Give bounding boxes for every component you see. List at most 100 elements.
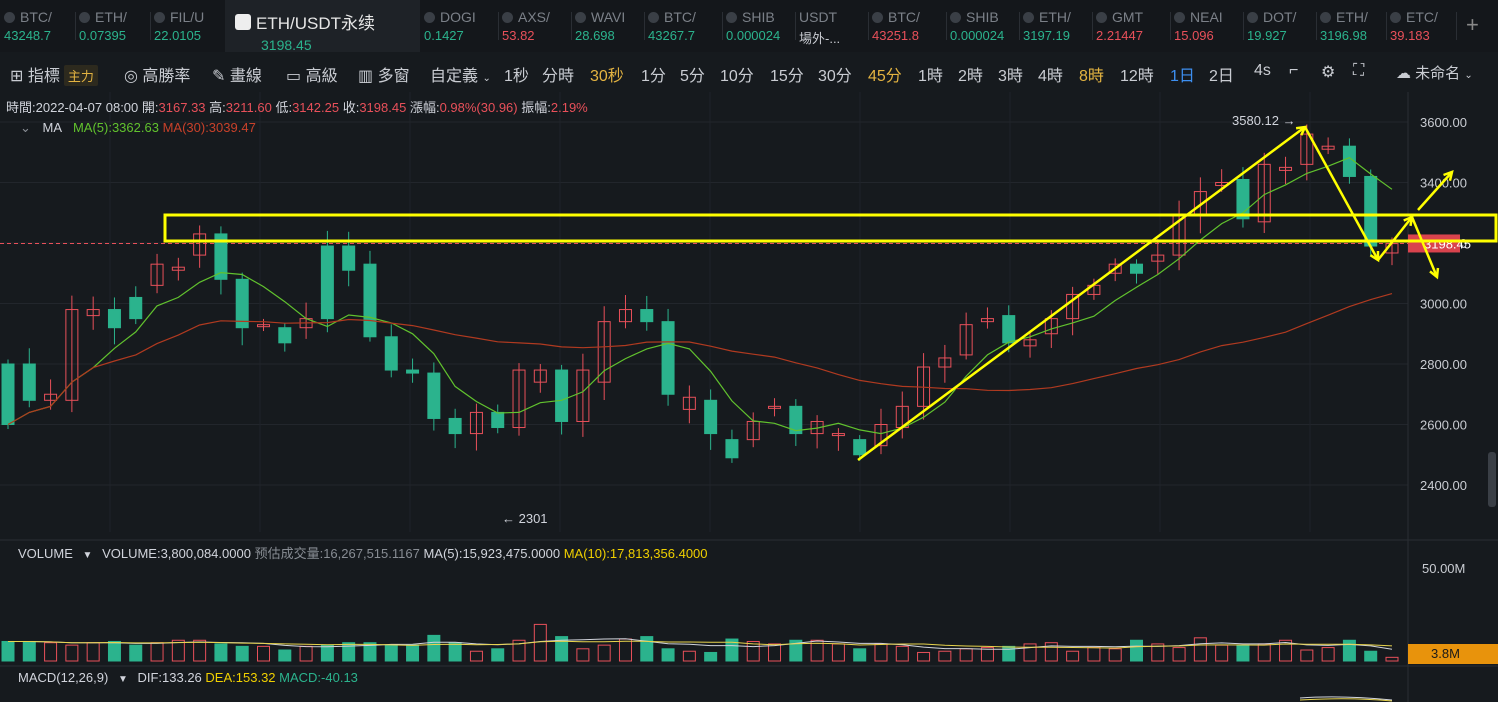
- candle-body: [1108, 263, 1122, 274]
- win-rate-label: 高勝率: [142, 68, 191, 85]
- chevron-down-icon[interactable]: ▼: [117, 674, 128, 685]
- volume-bar: [768, 643, 782, 662]
- tab-price: 15.096: [1174, 28, 1214, 43]
- symbol-tab[interactable]: ETH/USDT永续 3198.45: [225, 0, 420, 53]
- win-rate-button[interactable]: ◎ 高勝率: [124, 68, 191, 85]
- interval-30分[interactable]: 30分: [818, 68, 852, 85]
- candle-body: [597, 321, 611, 383]
- volume-bar: [469, 650, 483, 662]
- tab-symbol: FIL/U: [170, 9, 205, 25]
- tab-price: 0.000024: [950, 28, 1005, 43]
- volume-bar: [555, 636, 569, 662]
- tab-divider: [1386, 12, 1387, 40]
- advanced-label: 高級: [305, 68, 338, 85]
- interval-4時[interactable]: 4時: [1038, 68, 1063, 85]
- interval-30秒[interactable]: 30秒: [590, 68, 624, 85]
- main-badge[interactable]: 主力: [63, 65, 98, 86]
- volume-bar: [1044, 642, 1058, 662]
- trend-arrow: [1303, 126, 1380, 261]
- min-price-label: ← 2301: [502, 511, 548, 526]
- price-chart[interactable]: 3600.003400.003200.003000.002800.002600.…: [0, 92, 1498, 702]
- symbol-tab[interactable]: BTC/43248.7: [4, 0, 75, 52]
- symbol-tab[interactable]: USDT 場外-...: [799, 0, 868, 52]
- candle-body: [555, 369, 569, 422]
- candle-body: [257, 324, 271, 328]
- tab-symbol: DOT/: [1263, 9, 1297, 25]
- candle-body: [384, 336, 398, 371]
- symbol-tab[interactable]: FIL/U 22.0105: [154, 0, 225, 52]
- volume-bar: [65, 644, 79, 662]
- ma-legend[interactable]: ⌄ MA MA(5):3362.63 MA(30):3039.47: [20, 120, 256, 136]
- interval-5分[interactable]: 5分: [680, 68, 705, 85]
- custom-dropdown[interactable]: 自定義 ⌄: [430, 62, 491, 86]
- interval-分時[interactable]: 分時: [542, 68, 575, 85]
- interval-1日[interactable]: 1日: [1170, 68, 1195, 85]
- advanced-button[interactable]: ▭ 高級: [286, 68, 338, 85]
- volume-bar: [640, 636, 654, 662]
- add-tab-button[interactable]: +: [1466, 12, 1479, 37]
- candle-body: [980, 318, 994, 323]
- tab-divider: [571, 12, 572, 40]
- volume-legend[interactable]: VOLUME ▼ VOLUME:3,800,084.0000 预估成交量:16,…: [18, 543, 708, 562]
- symbol-tab-bar: BTC/43248.7 ETH/0.07395 FIL/U 22.0105 ETH/US…: [0, 0, 1498, 53]
- tab-symbol: DOGI: [440, 9, 476, 25]
- interval-1秒[interactable]: 1秒: [504, 68, 529, 85]
- symbol-tab[interactable]: ETH/0.07395: [79, 0, 150, 52]
- candle-body: [129, 296, 143, 320]
- ohlc-info: 時間:2022-04-07 08:00 開:3167.33 高:3211.60 …: [6, 97, 588, 116]
- candle-body: [320, 245, 334, 320]
- volume-bar: [406, 644, 420, 662]
- draw-button[interactable]: ✎ 畫線: [212, 68, 262, 85]
- symbol-tab[interactable]: DOT/19.927: [1247, 0, 1316, 52]
- layout-name-label: 未命名: [1415, 65, 1461, 82]
- interval-2日[interactable]: 2日: [1209, 68, 1234, 85]
- volume-bar: [682, 650, 696, 662]
- symbol-tab[interactable]: ETC/39.183: [1390, 0, 1456, 52]
- candle-body: [1002, 315, 1016, 344]
- indicator-config-icon[interactable]: ⌐: [1289, 62, 1299, 79]
- symbol-tab[interactable]: BTC/43251.8: [872, 0, 946, 52]
- symbol-tab[interactable]: SHIB 0.000024: [950, 0, 1019, 52]
- symbol-tab[interactable]: ETH/3196.98: [1320, 0, 1386, 52]
- interval-2時[interactable]: 2時: [958, 68, 983, 85]
- collapse-icon[interactable]: ⌄: [20, 120, 31, 135]
- layout-name-dropdown[interactable]: ☁ 未命名 ⌄: [1396, 62, 1473, 83]
- volume-bar: [512, 639, 526, 662]
- interval-1分[interactable]: 1分: [641, 68, 666, 85]
- volume-bar: [895, 645, 909, 662]
- interval-4s[interactable]: 4s: [1254, 62, 1271, 79]
- macd-value: MACD:-40.13: [279, 670, 358, 685]
- volume-bar: [193, 639, 207, 662]
- symbol-tab[interactable]: GMT 2.21447: [1096, 0, 1170, 52]
- symbol-tab[interactable]: NEAI 15.096: [1174, 0, 1243, 52]
- interval-45分[interactable]: 45分: [868, 68, 902, 85]
- symbol-tab[interactable]: SHIB 0.000024: [726, 0, 795, 52]
- interval-10分[interactable]: 10分: [720, 68, 754, 85]
- symbol-tab[interactable]: AXS/53.82: [502, 0, 571, 52]
- macd-legend[interactable]: MACD(12,26,9) ▼ DIF:133.26 DEA:153.32 MA…: [18, 670, 358, 685]
- symbol-tab[interactable]: ETH/3197.19: [1023, 0, 1092, 52]
- fullscreen-icon[interactable]: ⛶: [1353, 62, 1365, 79]
- coin-icon: [154, 12, 165, 23]
- interval-15分[interactable]: 15分: [770, 68, 804, 85]
- symbol-tab[interactable]: BTC/43267.7: [648, 0, 722, 52]
- volume-bar: [44, 642, 58, 662]
- tab-price: 3196.98: [1320, 28, 1367, 43]
- interval-3時[interactable]: 3時: [998, 68, 1023, 85]
- symbol-tab[interactable]: DOGI 0.1427: [424, 0, 498, 52]
- interval-8時[interactable]: 8時: [1079, 68, 1104, 85]
- tab-divider: [1170, 12, 1171, 40]
- draw-label: 畫線: [229, 68, 262, 85]
- candle-body: [874, 424, 888, 447]
- settings-icon[interactable]: ⚙: [1321, 64, 1336, 81]
- symbol-tab[interactable]: WAVI 28.698: [575, 0, 644, 52]
- scrollbar-thumb[interactable]: [1488, 452, 1496, 507]
- interval-12時[interactable]: 12時: [1120, 68, 1154, 85]
- interval-1時[interactable]: 1時: [918, 68, 943, 85]
- indicators-button[interactable]: ⊞ 指標 主力: [10, 62, 98, 86]
- multi-window-button[interactable]: ▥ 多窗: [358, 68, 410, 85]
- candle-body: [704, 399, 718, 435]
- arrow-head: [1429, 267, 1440, 280]
- volume-bar: [746, 640, 760, 662]
- chevron-down-icon[interactable]: ▼: [82, 550, 93, 561]
